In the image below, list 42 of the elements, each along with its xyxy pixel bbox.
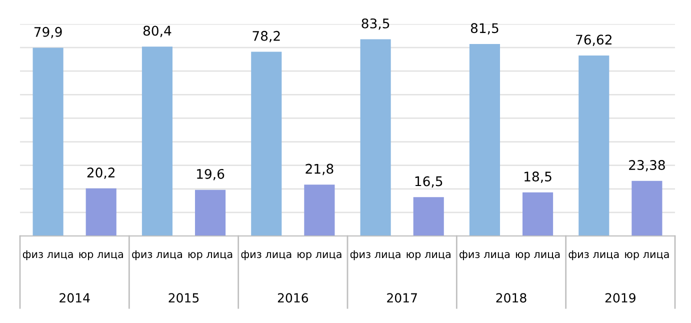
series-label: физ лица [22,250,73,260]
data-label: 20,2 [87,168,114,179]
x-tick-label: 2019 [605,293,636,303]
data-label: 81,5 [470,23,498,34]
text: физ лица [568,250,619,260]
text: физ лица [460,250,510,260]
data-label: 21,8 [306,164,334,176]
bar [522,192,554,236]
bar [142,46,173,236]
data-label: 16,5 [415,176,442,188]
bar [32,48,64,236]
bar [251,52,282,236]
bar [304,184,335,236]
data-label: 18,5 [524,172,552,183]
bar [86,188,116,236]
data-label: 19,6 [197,168,224,180]
data-label: 79,9 [34,26,62,38]
bar [413,197,444,236]
text: юр лица [188,252,232,260]
text: юр лица [406,252,450,260]
data-label: 23,38 [629,160,665,172]
text: юр лица [516,252,560,260]
text: физ лица [350,250,400,260]
x-tick-label: 2016 [278,293,308,303]
bar [194,190,226,236]
data-label: 76,62 [576,34,612,46]
text: физ лица [241,250,292,260]
bar [469,44,500,236]
text: юр лица [298,252,342,260]
data-label: 78,2 [252,30,280,42]
x-tick-label: 2018 [496,293,526,303]
text: юр лица [79,252,123,260]
bar [632,180,662,236]
series-label: юр лица [625,252,669,260]
bar [360,39,391,236]
x-tick-label: 2017 [387,293,417,303]
data-label: 83,5 [362,18,390,30]
data-label: 80,4 [143,26,172,38]
text: физ лица [132,250,182,260]
x-tick-label: 2015 [168,293,199,303]
bar [578,56,610,236]
x-tick-label: 2014 [60,293,90,303]
